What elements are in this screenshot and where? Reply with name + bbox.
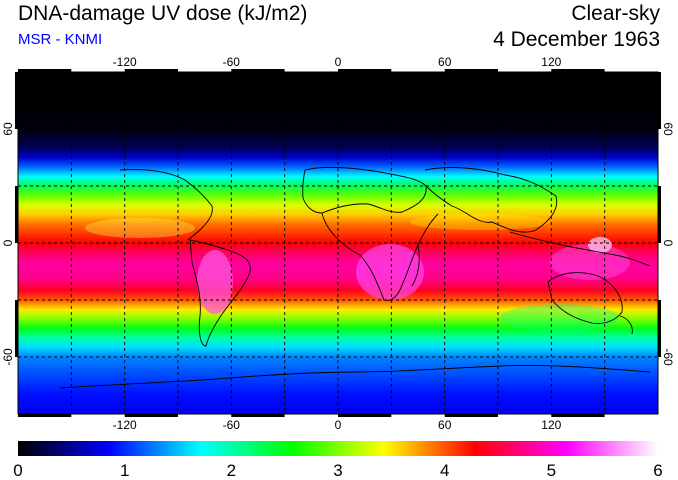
antarctica-coast <box>59 365 651 389</box>
colorbar-tick-label: 3 <box>333 461 342 480</box>
lat-label-left: 60 <box>1 122 15 136</box>
colorbar-tick-label: 0 <box>13 461 22 480</box>
maritime-continent-coast <box>509 231 651 267</box>
lon-label-bottom: 0 <box>335 418 342 432</box>
lat-label-left: 0 <box>1 239 15 246</box>
lat-label-right: 60 <box>661 122 675 136</box>
colorbar <box>18 441 658 456</box>
colorbar-tick-label: 1 <box>120 461 129 480</box>
new-guinea-hotspot <box>588 237 612 253</box>
southern-pacific-variation <box>500 304 620 332</box>
asia-coast <box>424 167 558 233</box>
madagascar-coast <box>411 244 420 287</box>
maritime-continent-hotspot <box>550 244 630 280</box>
lon-label-top: -120 <box>113 55 137 69</box>
graticule <box>18 72 658 414</box>
lon-label-top: 0 <box>335 55 342 69</box>
central-america-coast <box>119 169 213 241</box>
lon-label-top: 60 <box>438 55 452 69</box>
southern-africa-hotspot <box>356 244 424 300</box>
lon-label-bottom: 60 <box>438 418 452 432</box>
map-title: DNA-damage UV dose (kJ/m2) <box>18 2 308 25</box>
date-label: 4 December 1963 <box>493 28 660 51</box>
lat-labels-left: 60 0 -60 <box>1 122 15 366</box>
pacific-band-variation <box>85 218 195 238</box>
lon-label-bottom: -120 <box>113 418 137 432</box>
africa-coast <box>321 212 439 301</box>
colorbar-tick-label: 2 <box>227 461 236 480</box>
south-america-coast <box>189 239 251 347</box>
colorbar-tick-label: 6 <box>653 461 662 480</box>
lon-label-bottom: 120 <box>541 418 561 432</box>
colorbar-tick-label: 5 <box>547 461 556 480</box>
colorbar-tick-label: 4 <box>440 461 449 480</box>
new-zealand-coast <box>619 315 633 335</box>
coastlines <box>59 166 651 389</box>
lon-labels-top: -120 -60 0 60 120 <box>113 55 562 69</box>
north-africa-coast <box>302 166 427 214</box>
lon-label-top: -60 <box>223 55 241 69</box>
lon-label-top: 120 <box>541 55 561 69</box>
source-label: MSR - KNMI <box>18 31 103 48</box>
lat-labels-right: 60 0 -60 <box>661 122 675 366</box>
lon-label-bottom: -60 <box>223 418 241 432</box>
australia-coast <box>547 272 623 324</box>
lat-label-right: -60 <box>661 348 675 366</box>
sky-condition-label: Clear-sky <box>571 2 660 25</box>
colorbar-tick-labels: 0 1 2 3 4 5 6 <box>13 461 662 480</box>
lat-label-right: 0 <box>661 240 675 247</box>
frame-tick-bars <box>15 69 661 417</box>
lat-label-left: -60 <box>1 348 15 366</box>
lon-labels-bottom: -120 -60 0 60 120 <box>113 418 562 432</box>
south-america-hotspot <box>197 250 233 314</box>
